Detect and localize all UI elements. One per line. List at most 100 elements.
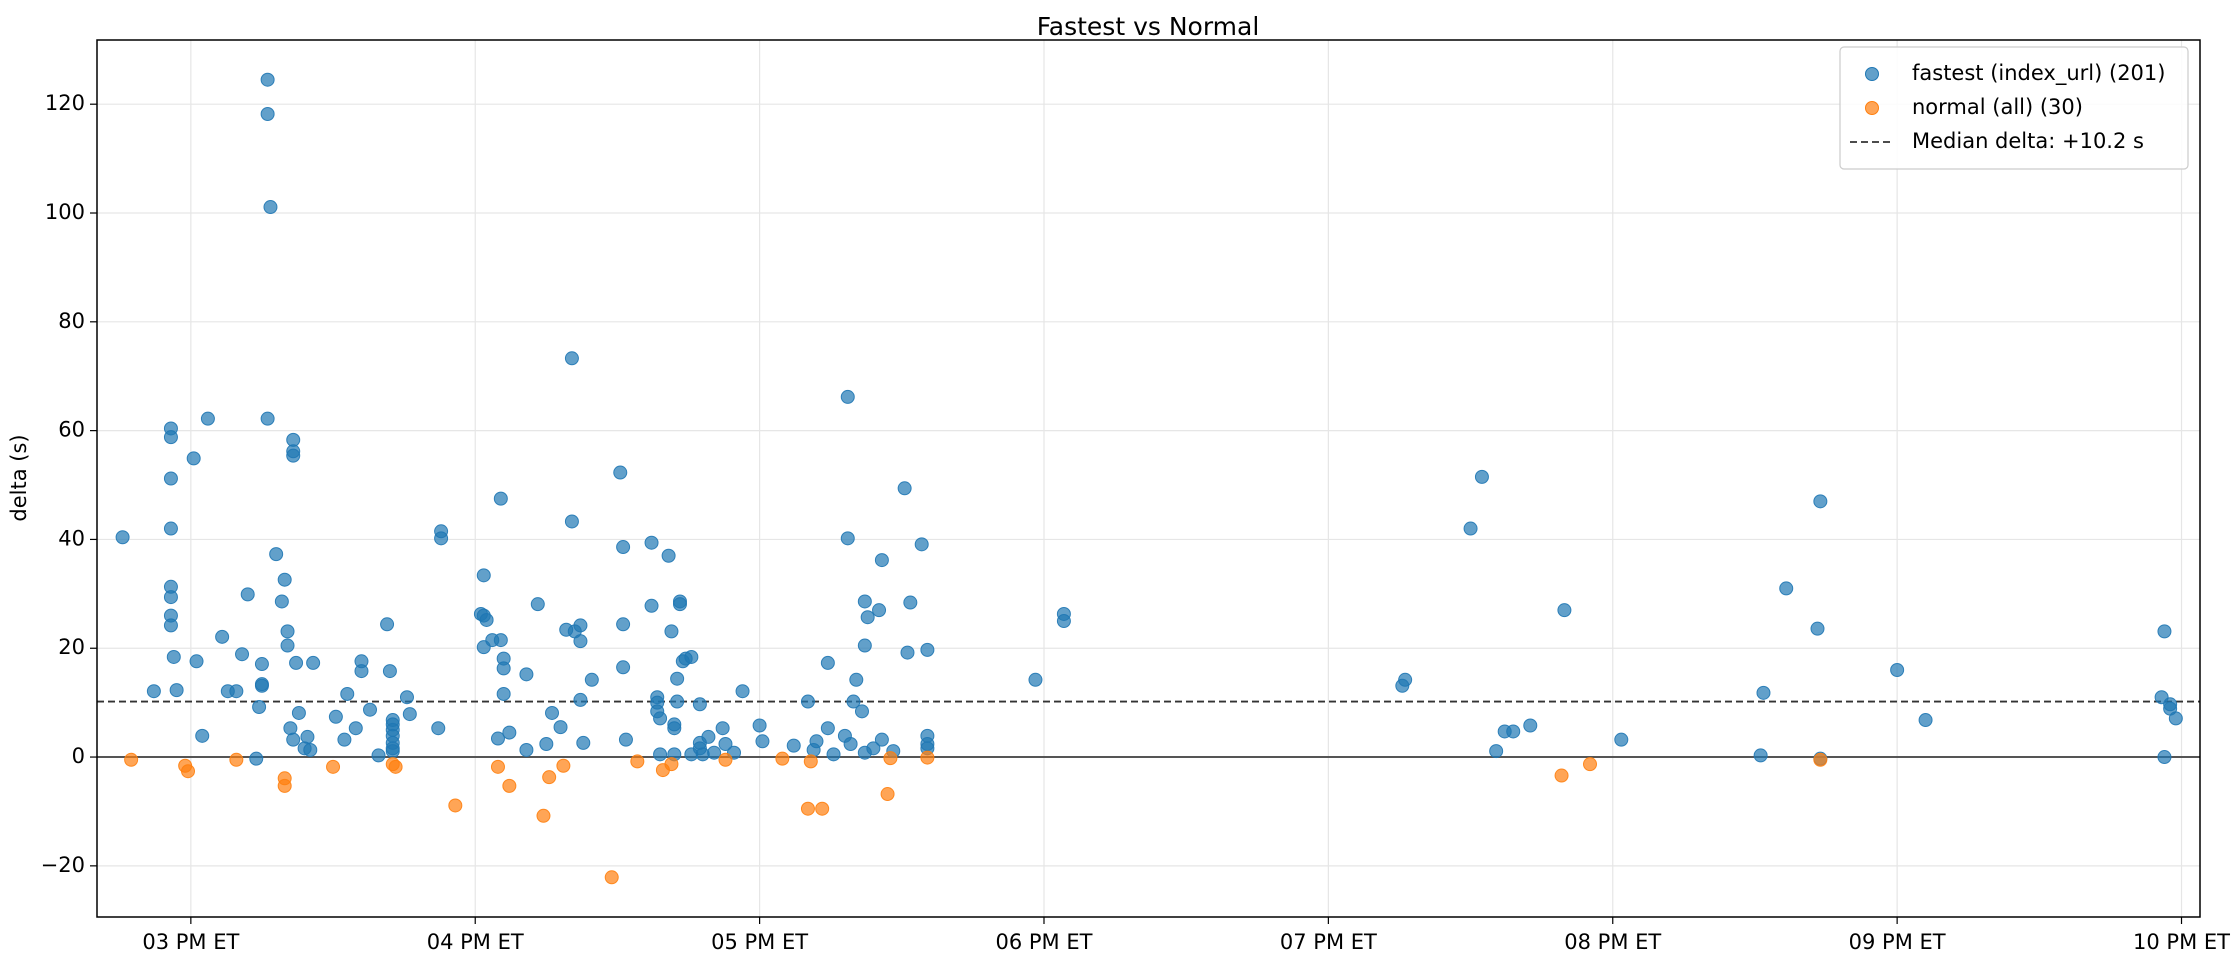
point: [274, 594, 289, 609]
point: [263, 200, 278, 215]
point: [402, 707, 417, 722]
point: [843, 736, 858, 751]
point: [371, 748, 386, 763]
point: [2163, 697, 2178, 712]
x-tick-label: 06 PM ET: [996, 930, 1093, 954]
point: [584, 672, 599, 687]
point: [874, 553, 889, 568]
point: [616, 660, 631, 675]
point: [672, 597, 687, 612]
point: [1810, 621, 1825, 636]
point: [604, 870, 619, 885]
point: [260, 106, 275, 121]
y-tick-label: 60: [58, 418, 85, 442]
point: [1489, 744, 1504, 759]
point: [252, 699, 267, 714]
point: [163, 471, 178, 486]
point: [542, 770, 557, 785]
legend-label: fastest (index_url) (201): [1912, 61, 2165, 86]
point: [653, 747, 668, 762]
point: [1779, 581, 1794, 596]
x-tick-label: 04 PM ET: [427, 930, 524, 954]
point: [800, 801, 815, 816]
point: [670, 694, 685, 709]
point: [1506, 724, 1521, 739]
point: [715, 721, 730, 736]
point: [564, 351, 579, 366]
point: [380, 617, 395, 632]
y-tick-label: 120: [45, 91, 85, 115]
point: [328, 709, 343, 724]
point: [200, 411, 215, 426]
legend-label: normal (all) (30): [1912, 95, 2083, 119]
point: [661, 548, 676, 563]
point: [545, 705, 560, 720]
point: [920, 750, 935, 765]
point: [166, 649, 181, 664]
point: [115, 530, 130, 545]
point: [900, 645, 915, 660]
point: [903, 595, 918, 610]
point: [809, 734, 824, 749]
point: [820, 721, 835, 736]
point: [1918, 713, 1933, 728]
point: [519, 742, 534, 757]
point: [530, 597, 545, 612]
point: [286, 732, 301, 747]
point: [235, 647, 250, 662]
point: [434, 531, 449, 546]
point: [1474, 469, 1489, 484]
y-tick-label: −20: [41, 853, 85, 877]
point: [573, 634, 588, 649]
point: [914, 537, 929, 552]
legend-marker: [1865, 67, 1879, 81]
point: [1753, 748, 1768, 763]
point: [254, 657, 269, 672]
point: [1813, 752, 1828, 767]
point: [692, 697, 707, 712]
point: [826, 747, 841, 762]
x-tick-label: 03 PM ET: [142, 930, 239, 954]
point: [280, 624, 295, 639]
point: [289, 655, 304, 670]
point: [1056, 614, 1071, 629]
legend-marker: [1865, 101, 1879, 115]
x-tick-label: 08 PM ET: [1564, 930, 1661, 954]
legend-label: Median delta: +10.2 s: [1912, 129, 2144, 153]
point: [846, 694, 861, 709]
point: [735, 684, 750, 699]
point: [340, 686, 355, 701]
point: [684, 649, 699, 664]
point: [664, 757, 679, 772]
point: [613, 465, 628, 480]
point: [1756, 685, 1771, 700]
point: [229, 684, 244, 699]
point: [874, 732, 889, 747]
chart-title: Fastest vs Normal: [1037, 12, 1260, 41]
point: [496, 686, 511, 701]
point: [490, 731, 505, 746]
point: [664, 624, 679, 639]
point: [618, 732, 633, 747]
point: [399, 690, 414, 705]
y-tick-label: 80: [58, 309, 85, 333]
point: [866, 741, 881, 756]
point: [277, 572, 292, 587]
y-tick-label: 20: [58, 635, 85, 659]
y-tick-label: 100: [45, 200, 85, 224]
legend-box: [1839, 46, 2189, 170]
plot-frame: [96, 39, 2201, 918]
point: [564, 514, 579, 529]
point: [820, 655, 835, 670]
point: [286, 448, 301, 463]
point: [260, 72, 275, 87]
point: [630, 754, 645, 769]
point: [815, 801, 830, 816]
point: [195, 728, 210, 743]
point: [556, 758, 571, 773]
point: [163, 430, 178, 445]
point: [124, 752, 139, 767]
point: [616, 540, 631, 555]
point: [163, 618, 178, 633]
